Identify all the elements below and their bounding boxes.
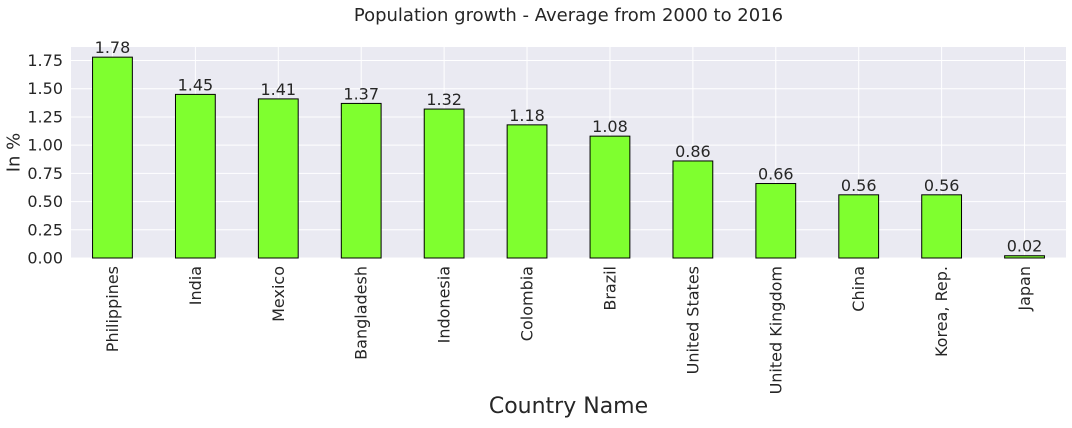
y-tick-labels: 0.00 0.25 0.50 0.75 1.00 1.25 1.50 1.75 [27,51,63,267]
bar-indonesia [423,108,465,259]
value-label: 0.56 [924,176,960,195]
x-tick-label: Brazil [600,266,619,311]
value-label: 0.56 [841,176,877,195]
bar-philippines [92,56,133,259]
y-tick-label: 1.25 [27,107,63,126]
plot-background [71,47,1066,258]
x-tick-label: United Kingdom [766,266,785,394]
x-tick-label: Philippines [103,266,122,352]
y-tick-label: 0.75 [27,164,63,183]
y-tick-label: 1.50 [27,79,63,98]
value-label: 1.32 [426,90,462,109]
y-tick-label: 0.50 [27,192,63,211]
value-labels-layer: 1.78 1.45 1.41 1.37 1.32 1.18 1.08 0.86 0.66 0.56… [95,38,1043,256]
bar-united-kingdom [755,183,797,259]
x-tick-label: Colombia [518,266,537,341]
value-label: 0.02 [1007,237,1043,256]
value-label: 1.78 [95,38,131,57]
value-label: 1.08 [592,117,628,136]
bar-united-states [672,160,714,259]
bar-india [174,93,216,259]
value-label: 1.41 [260,80,296,99]
bar-japan [1004,255,1045,259]
x-tick-label: China [849,266,868,312]
bars-layer [92,56,1045,259]
y-tick-label: 0.00 [27,249,63,268]
bar-colombia [506,124,548,259]
value-label: 0.66 [758,165,794,184]
bar-china [838,194,880,259]
bar-korea-rep [921,194,963,259]
x-tick-label: Korea, Rep. [932,266,951,357]
value-label: 1.18 [509,106,545,125]
value-label: 0.86 [675,142,711,161]
bar-bangladesh [340,102,382,259]
x-tick-labels: Philippines India Mexico Bangladesh Indonesi… [103,266,1034,394]
y-tick-label: 1.75 [27,51,63,70]
value-label: 1.37 [343,84,379,103]
bar-brazil [589,135,631,259]
value-label: 1.45 [178,75,214,94]
x-tick-label: Japan [1015,266,1034,312]
chart-title: Population growth - Average from 2000 to… [354,5,783,26]
x-tick-label: Bangladesh [352,266,371,360]
x-tick-label: United States [683,266,702,374]
bar-mexico [257,98,299,259]
y-axis-label: In % [4,133,25,173]
x-axis-label: Country Name [489,394,648,419]
x-tick-label: Mexico [269,266,288,322]
y-tick-label: 0.25 [27,220,63,239]
x-tick-label: Indonesia [435,266,454,343]
x-tick-label: India [186,266,205,305]
y-tick-label: 1.00 [27,136,63,155]
